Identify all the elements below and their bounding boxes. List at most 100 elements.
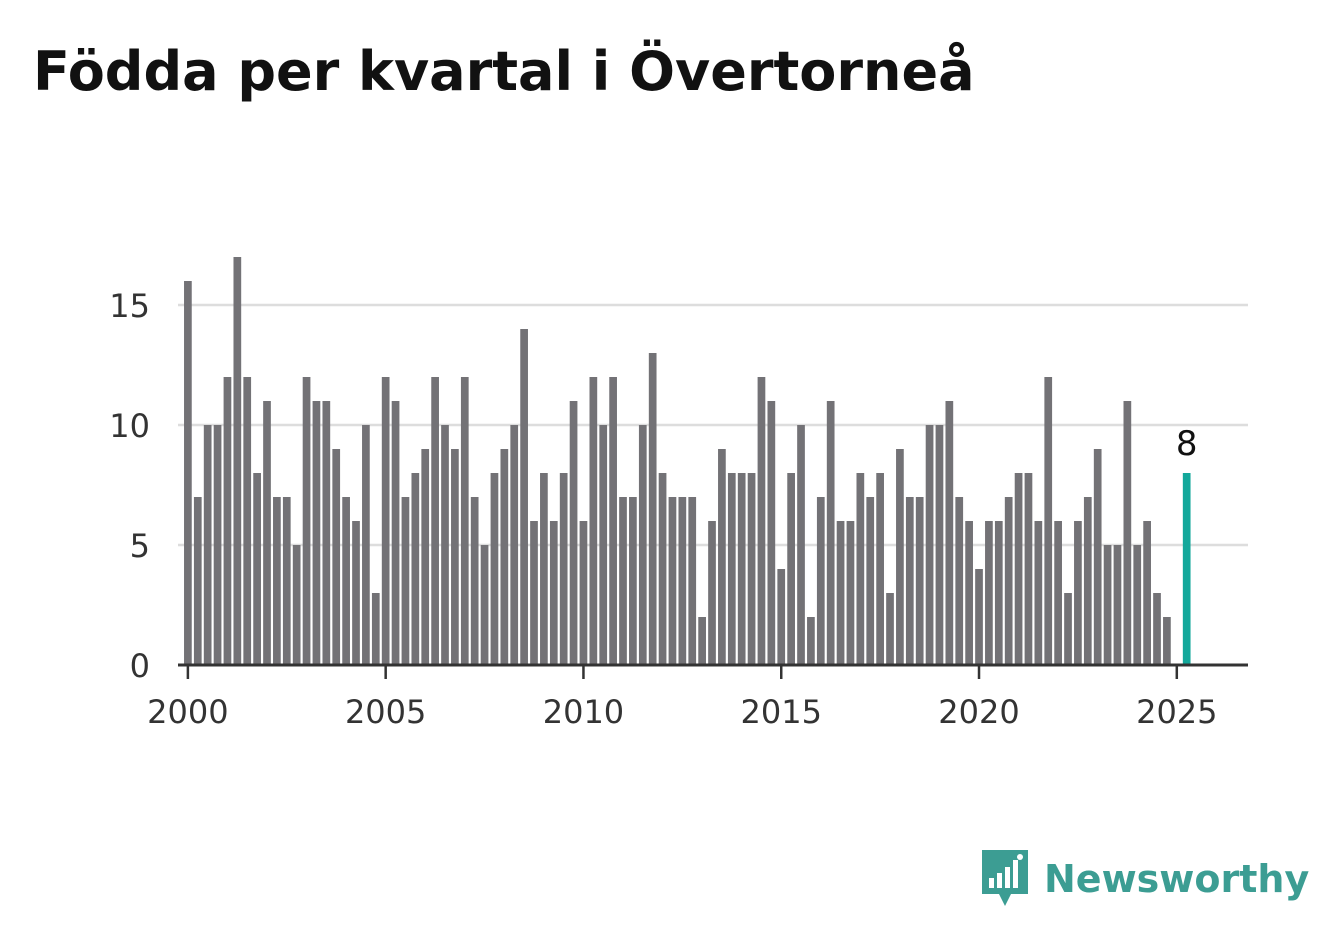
bar (352, 521, 360, 665)
bar (282, 497, 291, 665)
bar (1123, 401, 1132, 665)
bar (500, 449, 509, 665)
bar (737, 473, 746, 665)
chart-title: Födda per kvartal i Övertorneå (33, 40, 975, 103)
bar (866, 497, 875, 665)
bar (1014, 473, 1023, 665)
bar (579, 521, 588, 665)
bar (1083, 497, 1092, 665)
x-tick-label: 2000 (147, 693, 228, 731)
bar (708, 521, 716, 665)
bar (668, 497, 677, 665)
bar (401, 497, 410, 665)
bar (816, 497, 825, 665)
bar (718, 449, 726, 665)
bar (1044, 377, 1053, 665)
bar (1004, 497, 1013, 665)
bar (856, 473, 865, 665)
bar (629, 497, 637, 665)
bar (569, 401, 578, 665)
bar (273, 497, 281, 665)
bar (688, 497, 697, 665)
labels: 0 5 10 15 8 2000 2005 2010 2015 2020 2025 (109, 287, 1217, 731)
bar (312, 401, 321, 665)
bar (757, 377, 766, 665)
bar (777, 569, 786, 665)
bar (243, 377, 252, 665)
bar (599, 425, 608, 665)
bar (381, 377, 390, 665)
bar (935, 425, 944, 665)
bar (233, 257, 242, 665)
bar (292, 545, 301, 665)
bar (826, 401, 835, 665)
bar (263, 401, 271, 665)
bar (451, 449, 459, 665)
bar (955, 497, 964, 665)
bar (846, 521, 855, 665)
x-tick-label: 2010 (543, 693, 624, 731)
bar (619, 497, 627, 665)
bar (648, 353, 657, 665)
bar (945, 401, 954, 665)
bar (184, 281, 192, 665)
bar (559, 473, 568, 665)
bar (431, 377, 439, 665)
bar (1034, 521, 1043, 665)
bar (1113, 545, 1122, 665)
bar (490, 473, 499, 665)
y-tick-label: 10 (109, 407, 150, 445)
bar (658, 473, 667, 665)
bar (480, 545, 489, 665)
bar (896, 449, 904, 665)
x-tick-label: 2015 (741, 693, 822, 731)
axes (178, 663, 1248, 679)
bar (965, 521, 973, 665)
bar (193, 497, 202, 665)
bar (727, 473, 736, 665)
bar (362, 425, 370, 665)
bar (342, 497, 350, 665)
bar (975, 569, 983, 665)
bar (332, 449, 341, 665)
bar (223, 377, 232, 665)
bar (549, 521, 558, 665)
y-tick-label: 0 (130, 647, 150, 685)
bar (1153, 593, 1161, 665)
y-tick-label: 5 (130, 527, 150, 565)
bar (1064, 593, 1072, 665)
bar (460, 377, 469, 665)
bar (609, 377, 617, 665)
bar (322, 401, 331, 665)
bar (441, 425, 449, 665)
bar (203, 425, 212, 665)
bar (1143, 521, 1151, 665)
bar (876, 473, 884, 665)
highlight-value-label: 8 (1176, 424, 1198, 464)
bar (391, 401, 400, 665)
bar (1024, 473, 1033, 665)
bar (421, 449, 430, 665)
bar-chart-speech-bubble-icon (982, 850, 1028, 906)
bar (540, 473, 548, 665)
bar (747, 473, 756, 665)
bar (1093, 449, 1102, 665)
bar (530, 521, 538, 665)
y-tick-label: 15 (109, 287, 150, 325)
bar (371, 593, 380, 665)
bar (302, 377, 311, 665)
bar (915, 497, 924, 665)
bar (589, 377, 598, 665)
x-tick-label: 2020 (938, 693, 1019, 731)
bar (1163, 617, 1171, 665)
bar (905, 497, 914, 665)
bar (1103, 545, 1112, 665)
bar (787, 473, 795, 665)
bar (886, 593, 894, 665)
bar (985, 521, 993, 665)
bar (638, 425, 647, 665)
brand-name: Newsworthy (1044, 857, 1310, 901)
bar (925, 425, 934, 665)
bar (1074, 521, 1082, 665)
